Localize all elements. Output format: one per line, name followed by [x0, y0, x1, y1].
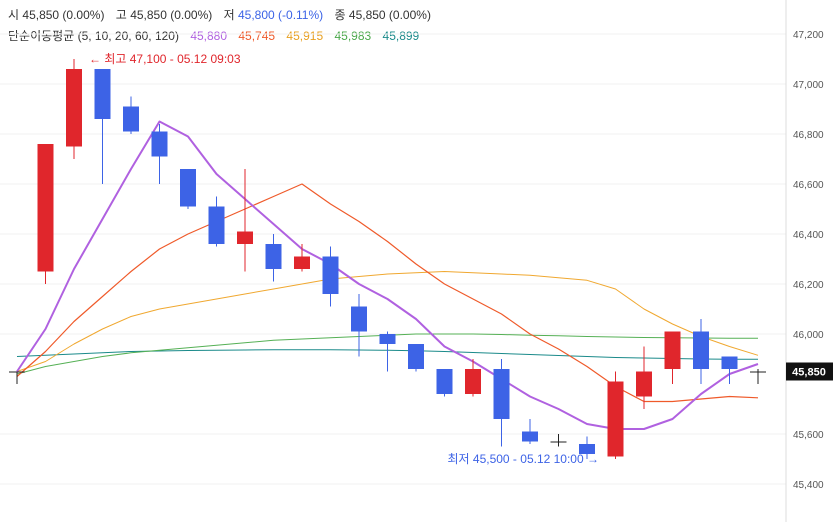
low-label: 저: [223, 8, 235, 22]
candle-body: [151, 131, 168, 157]
candle-body: [436, 369, 453, 394]
ma10-line: [16, 183, 759, 403]
candle[interactable]: [607, 371, 624, 460]
candle[interactable]: [180, 169, 196, 209]
y-tick-label: 46,200: [793, 280, 824, 291]
candle-body: [94, 69, 111, 119]
candle[interactable]: [237, 169, 253, 272]
candle[interactable]: [493, 359, 510, 447]
candle-body: [550, 441, 567, 443]
candle-body: [408, 344, 424, 369]
y-tick-label: 47,200: [793, 30, 824, 41]
candle[interactable]: [436, 369, 453, 397]
candle-body: [9, 371, 25, 373]
candle[interactable]: [208, 196, 225, 247]
y-tick-label: 45,400: [793, 480, 824, 491]
ma5-value: 45,880: [190, 29, 228, 43]
candle-body: [351, 306, 367, 332]
candle[interactable]: [379, 331, 396, 372]
ma60-value: 45,983: [334, 29, 372, 43]
y-tick-label: 46,800: [793, 130, 824, 141]
ma120-value: 45,899: [382, 29, 420, 43]
candle[interactable]: [294, 244, 310, 272]
candle[interactable]: [322, 246, 339, 307]
y-tick-label: 46,400: [793, 230, 824, 241]
candle-body: [607, 381, 624, 457]
candle[interactable]: [550, 434, 567, 447]
candle[interactable]: [123, 96, 139, 135]
candle-body: [294, 256, 310, 269]
candle[interactable]: [664, 331, 681, 385]
open-label: 시: [8, 8, 20, 22]
min-price-annotation: 최저 45,500 - 05.12 10:00 →: [447, 452, 599, 466]
candle[interactable]: [465, 359, 481, 397]
candle-body: [636, 371, 652, 397]
high-label: 고: [115, 8, 127, 22]
candle[interactable]: [750, 369, 766, 384]
y-tick-label: 46,000: [793, 330, 824, 341]
candle-body: [664, 331, 681, 369]
ma5-line: [16, 120, 759, 430]
ma-label: 단순이동평균 (5, 10, 20, 60, 120): [8, 29, 179, 43]
candle-body: [465, 369, 481, 394]
ma20-line: [16, 271, 759, 372]
candle-body: [379, 334, 396, 344]
y-tick-label: 45,600: [793, 430, 824, 441]
candle[interactable]: [94, 69, 111, 184]
candle-body: [265, 244, 282, 269]
low-value: 45,800 (-0.11%): [237, 8, 324, 22]
candle[interactable]: [151, 124, 168, 184]
candle-body: [180, 169, 196, 207]
candle-body: [66, 69, 82, 147]
candle[interactable]: [522, 419, 538, 444]
max-price-annotation: ← 최고 47,100 - 05.12 09:03: [89, 52, 241, 66]
candle-body: [237, 231, 253, 244]
candle[interactable]: [37, 144, 54, 284]
ma10-value: 45,745: [238, 29, 276, 43]
current-price-tag: 45,850: [786, 362, 833, 381]
y-tick-label: 46,600: [793, 180, 824, 191]
candle-body: [37, 144, 54, 272]
candle-body: [579, 444, 595, 454]
candle[interactable]: [66, 59, 82, 159]
candle[interactable]: [693, 319, 709, 384]
candle[interactable]: [9, 371, 25, 385]
close-label: 종: [334, 8, 346, 22]
candle-body: [322, 256, 339, 294]
ma-header: 단순이동평균 (5, 10, 20, 60, 120) 45,880 45,74…: [8, 27, 419, 44]
current-price-label: 45,850: [792, 367, 826, 379]
candle-body: [693, 331, 709, 369]
candle-body: [522, 431, 538, 442]
ohlc-header: 시 45,850 (0.00%) 고 45,850 (0.00%) 저 45,8…: [8, 6, 431, 23]
candle[interactable]: [265, 234, 282, 282]
candle-body: [721, 356, 738, 369]
candle-body: [750, 371, 766, 373]
candle[interactable]: [408, 344, 424, 372]
y-tick-label: 47,000: [793, 80, 824, 91]
candle[interactable]: [721, 356, 738, 385]
candle-body: [493, 369, 510, 419]
ma20-value: 45,915: [286, 29, 324, 43]
candle[interactable]: [351, 294, 367, 357]
open-value: 45,850 (0.00%): [22, 8, 105, 22]
close-value: 45,850 (0.00%): [348, 8, 431, 22]
candle[interactable]: [636, 346, 652, 410]
candle-body: [123, 106, 139, 132]
candle-body: [208, 206, 225, 244]
high-value: 45,850 (0.00%): [130, 8, 213, 22]
candle[interactable]: [579, 436, 595, 460]
